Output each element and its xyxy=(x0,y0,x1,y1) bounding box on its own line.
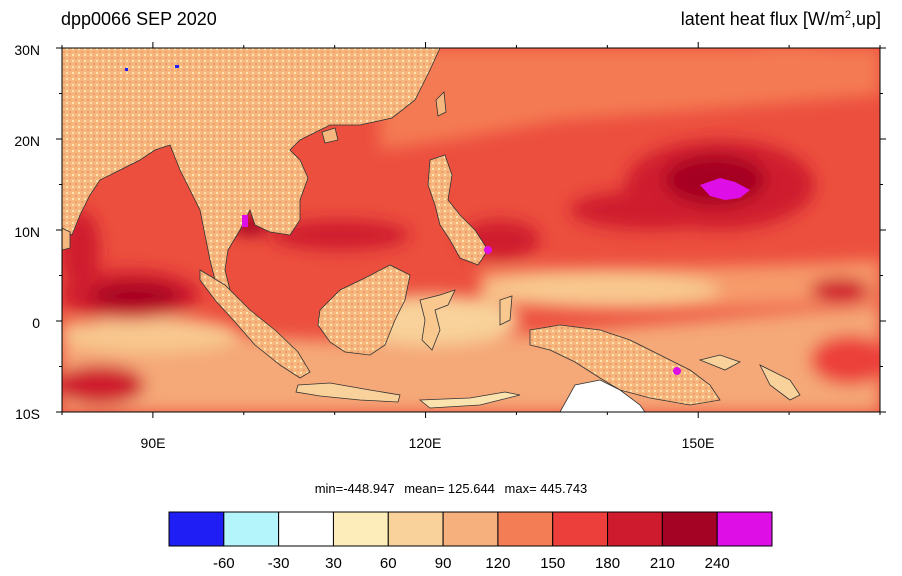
colorbar-swatch xyxy=(332,511,389,547)
plot-title-left: dpp0066 SEP 2020 xyxy=(61,9,217,29)
lat-label-10s: 10S xyxy=(15,406,40,422)
stat-min: min=-448.947 xyxy=(314,481,395,496)
lat-label-30n: 30N xyxy=(14,42,40,58)
lat-label-20n: 20N xyxy=(14,133,40,149)
colorbar-tick-label: -60 xyxy=(213,555,235,572)
lon-label-120e: 120E xyxy=(409,435,442,451)
colorbar-swatch xyxy=(278,511,334,547)
field-layer xyxy=(62,48,880,412)
colorbar-tick-label: 120 xyxy=(485,555,510,572)
lon-label-90e: 90E xyxy=(141,435,166,451)
colorbar-tick-label: 240 xyxy=(705,555,730,572)
colorbar-swatch xyxy=(168,511,225,547)
title-units-superscript: 2 xyxy=(844,9,851,21)
lat-label-10n: 10N xyxy=(14,224,40,240)
lat-label-eq: 0 xyxy=(32,315,40,331)
colorbar-swatch xyxy=(223,511,280,547)
land-layer xyxy=(62,48,801,412)
stat-mean: mean= 125.644 xyxy=(404,481,495,496)
land-mainland-asia xyxy=(62,48,441,291)
colorbar: -60 -30 30 60 90 120 150 180 210 240 xyxy=(168,511,773,572)
title-units-suffix: ,up] xyxy=(850,9,881,29)
extreme-patches xyxy=(125,65,750,375)
colorbar-swatch xyxy=(387,511,444,547)
colorbar-swatch xyxy=(607,511,663,547)
colorbar-swatch xyxy=(552,511,609,547)
stats-line: min=-448.947 mean= 125.644 max= 445.743 xyxy=(0,481,902,496)
colorbar-swatch xyxy=(442,511,499,547)
colorbar-tick-label: 210 xyxy=(650,555,675,572)
stat-max: max= 445.743 xyxy=(504,481,588,496)
colorbar-tick-label: 180 xyxy=(595,555,620,572)
colorbar-tick-label: 60 xyxy=(380,555,397,572)
colorbar-tick-label: -30 xyxy=(268,555,290,572)
colorbar-swatch xyxy=(661,511,718,547)
colorbar-tick-label: 90 xyxy=(435,555,452,572)
title-units-prefix: latent heat flux [W/m xyxy=(680,9,845,29)
flux-blobs xyxy=(62,48,880,412)
plot-title-right: latent heat flux [W/m2,up] xyxy=(681,9,881,30)
colorbar-swatch xyxy=(497,511,554,547)
colorbar-tick-label: 150 xyxy=(540,555,565,572)
axis-ticks xyxy=(56,42,886,418)
colorbar-tick-label: 30 xyxy=(325,555,342,572)
colorbar-swatch xyxy=(716,511,773,547)
lon-label-150e: 150E xyxy=(682,435,715,451)
